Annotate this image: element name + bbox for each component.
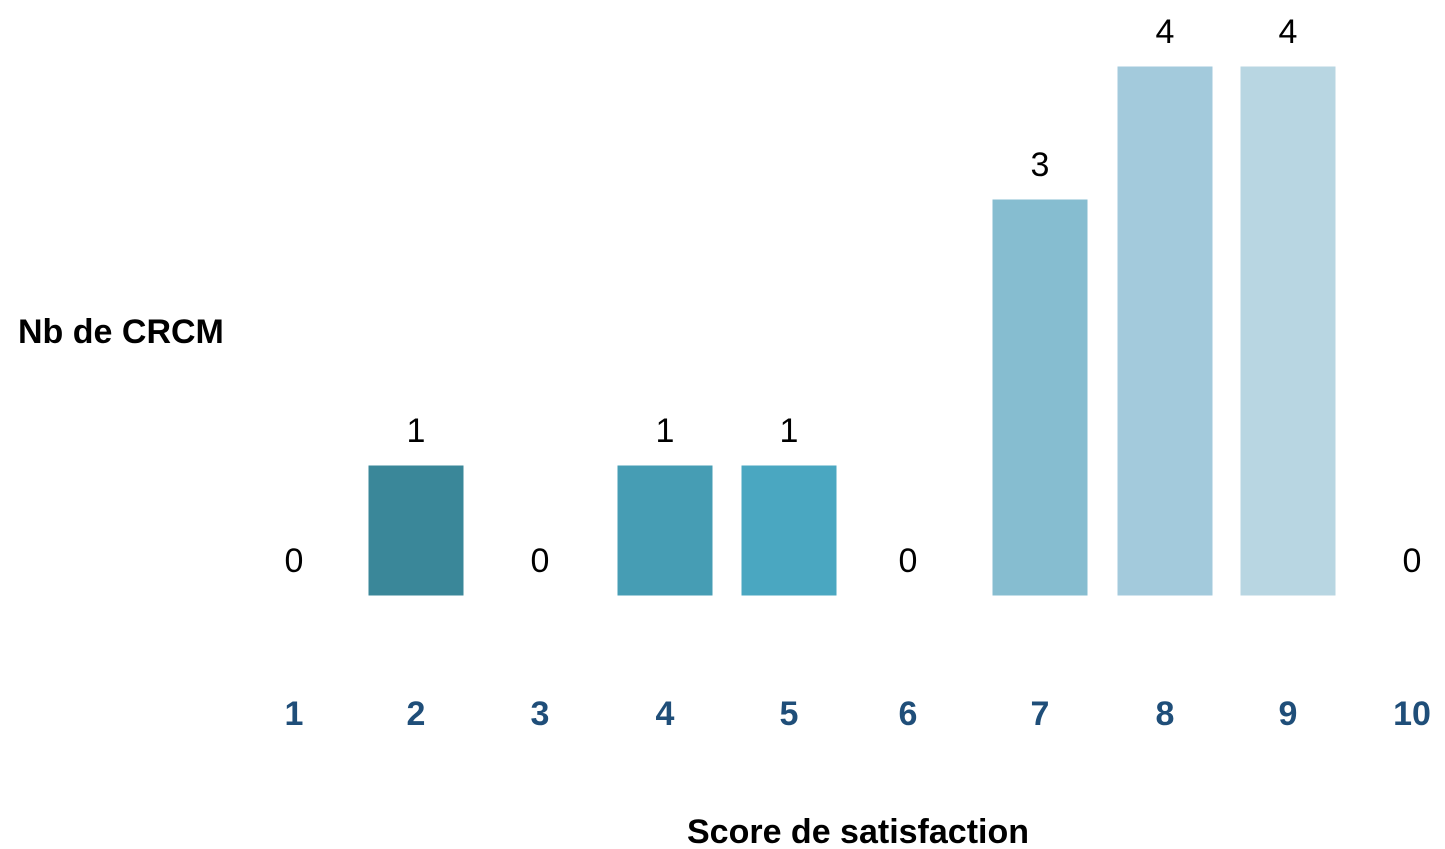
x-axis-title: Score de satisfaction: [687, 813, 1029, 849]
y-axis-title: Nb de CRCM: [18, 313, 224, 351]
x-tick-1: 1: [285, 695, 304, 733]
bar-8: [1114, 63, 1216, 599]
data-label-2: 1: [407, 412, 426, 450]
data-label-1: 0: [285, 542, 304, 580]
data-labels-group: 0 1 0 1 1 0 3 4 4 0: [285, 13, 1422, 580]
x-tick-4: 4: [656, 695, 675, 733]
data-label-7: 3: [1031, 146, 1050, 184]
bar-5: [738, 462, 840, 599]
x-tick-6: 6: [899, 695, 918, 733]
x-tick-3: 3: [531, 695, 550, 733]
bar-9: [1237, 63, 1339, 599]
data-label-5: 1: [780, 412, 799, 450]
x-tick-labels-group: 1 2 3 4 5 6 7 8 9 10: [285, 695, 1431, 733]
x-tick-7: 7: [1031, 695, 1050, 733]
bar-2: [365, 462, 467, 599]
data-label-3: 0: [531, 542, 550, 580]
bar-7: [989, 196, 1091, 599]
x-tick-9: 9: [1279, 695, 1298, 733]
data-label-8: 4: [1156, 13, 1175, 51]
data-label-9: 4: [1279, 13, 1298, 51]
bars-group: [365, 63, 1339, 599]
x-tick-5: 5: [780, 695, 799, 733]
data-label-4: 1: [656, 412, 675, 450]
x-tick-2: 2: [407, 695, 426, 733]
x-tick-10: 10: [1393, 695, 1431, 733]
x-tick-8: 8: [1156, 695, 1175, 733]
bar-4: [614, 462, 716, 599]
data-label-10: 0: [1403, 542, 1422, 580]
data-label-6: 0: [899, 542, 918, 580]
